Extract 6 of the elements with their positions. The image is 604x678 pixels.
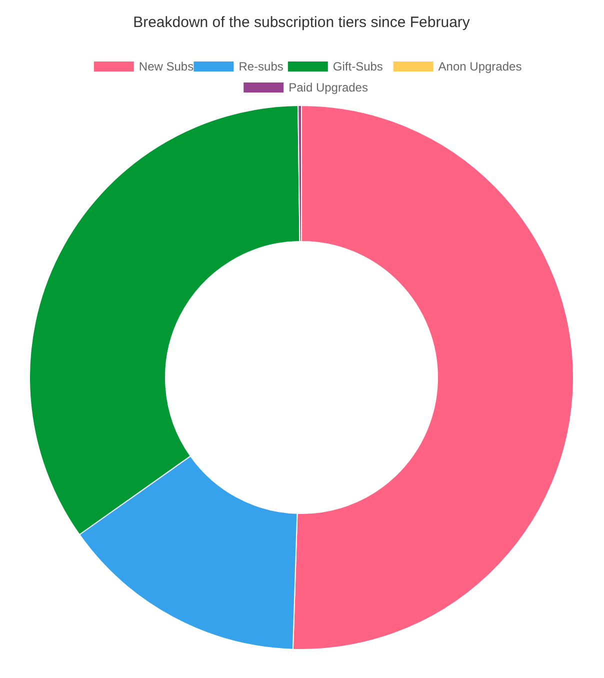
legend-label: New Subs	[138, 60, 194, 74]
chart-title: Breakdown of the subscription tiers since February	[133, 14, 470, 31]
legend-label: Anon Upgrades	[438, 60, 522, 74]
legend-label: Paid Upgrades	[288, 80, 368, 94]
legend-label: Gift-Subs	[332, 60, 383, 74]
legend-label: Re-subs	[238, 60, 284, 74]
